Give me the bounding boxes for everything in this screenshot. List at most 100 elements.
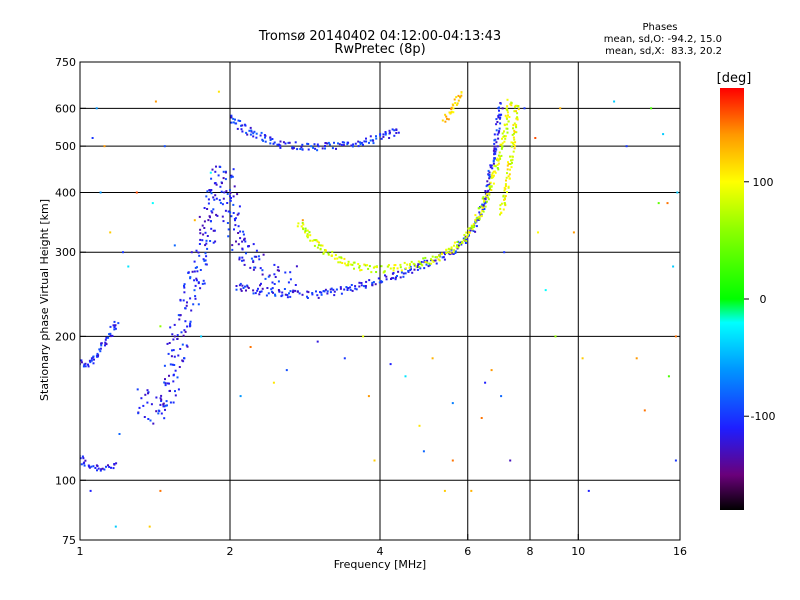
echo-point bbox=[182, 334, 185, 337]
scattered-echo-point bbox=[114, 525, 117, 528]
echo-point bbox=[213, 198, 216, 201]
echo-point bbox=[392, 277, 395, 280]
echo-point bbox=[229, 211, 232, 214]
chart-title-line2: RwPretec (8p) bbox=[334, 42, 425, 57]
echo-point bbox=[498, 106, 501, 109]
echo-point bbox=[499, 213, 501, 216]
echo-point bbox=[232, 195, 235, 198]
scattered-echo-point bbox=[544, 289, 547, 292]
echo-point bbox=[100, 342, 103, 345]
echo-point bbox=[96, 352, 99, 355]
echo-point bbox=[264, 134, 267, 137]
echo-point bbox=[144, 393, 147, 396]
echo-point bbox=[349, 288, 352, 291]
echo-point bbox=[497, 131, 500, 134]
echo-point bbox=[238, 256, 241, 259]
echo-point bbox=[459, 243, 462, 246]
echo-point bbox=[316, 294, 319, 297]
echo-point bbox=[235, 288, 238, 291]
echo-point bbox=[98, 348, 101, 351]
echo-point bbox=[430, 262, 433, 265]
echo-point bbox=[471, 228, 474, 231]
scattered-echo-point bbox=[643, 409, 646, 412]
echo-point bbox=[516, 116, 519, 119]
echo-point bbox=[266, 287, 269, 289]
echo-point bbox=[504, 137, 507, 140]
echo-point bbox=[503, 135, 506, 138]
echo-point bbox=[90, 465, 93, 468]
echo-point bbox=[480, 205, 483, 208]
echo-point bbox=[155, 396, 158, 399]
scattered-echo-point bbox=[554, 335, 557, 338]
echo-point bbox=[456, 241, 459, 243]
echo-point bbox=[499, 155, 501, 158]
echo-point bbox=[503, 124, 506, 127]
echo-point bbox=[115, 462, 118, 465]
echo-point bbox=[409, 265, 412, 268]
echo-point bbox=[283, 288, 286, 290]
echo-point bbox=[492, 170, 495, 173]
echo-point bbox=[221, 182, 223, 185]
echo-point bbox=[454, 102, 457, 104]
echo-point bbox=[513, 110, 516, 113]
echo-point bbox=[173, 355, 176, 358]
echo-point bbox=[247, 287, 250, 289]
echo-point bbox=[249, 133, 252, 136]
echo-point bbox=[232, 121, 235, 124]
echo-point bbox=[499, 204, 502, 207]
echo-point bbox=[291, 146, 294, 149]
echo-point bbox=[508, 173, 511, 176]
echo-point bbox=[347, 263, 350, 266]
echo-point bbox=[242, 259, 245, 262]
echo-point bbox=[399, 266, 402, 269]
echo-point bbox=[229, 189, 231, 192]
echo-point bbox=[337, 261, 340, 264]
echo-point bbox=[230, 116, 233, 119]
echo-point bbox=[363, 263, 366, 266]
echo-point bbox=[100, 468, 103, 471]
echo-point bbox=[242, 287, 245, 289]
echo-point bbox=[376, 266, 378, 269]
echo-point bbox=[507, 185, 510, 188]
echo-point bbox=[461, 240, 464, 243]
echo-point bbox=[506, 172, 508, 175]
scattered-echo-point bbox=[490, 369, 493, 372]
echo-point bbox=[146, 401, 149, 404]
echo-point bbox=[384, 274, 386, 277]
phase-stats-x: mean, sd,X: 83.3, 20.2 bbox=[605, 46, 722, 57]
echo-point bbox=[267, 275, 270, 278]
echo-point bbox=[481, 203, 484, 206]
echo-point bbox=[160, 400, 163, 402]
echo-point bbox=[204, 252, 207, 255]
scattered-echo-point bbox=[373, 459, 376, 462]
echo-point bbox=[250, 129, 253, 132]
echo-point bbox=[494, 152, 497, 155]
echo-point bbox=[212, 241, 215, 244]
echo-point bbox=[231, 175, 234, 178]
echo-point bbox=[434, 256, 437, 259]
echo-point bbox=[240, 124, 242, 127]
echo-point bbox=[162, 403, 165, 406]
echo-point bbox=[419, 267, 422, 270]
echo-point bbox=[406, 263, 409, 266]
echo-point bbox=[274, 276, 277, 278]
echo-point bbox=[278, 143, 280, 146]
echo-point bbox=[384, 132, 387, 135]
echo-point bbox=[246, 284, 249, 287]
echo-point bbox=[453, 241, 456, 244]
echo-point bbox=[187, 271, 190, 274]
echo-point bbox=[449, 112, 452, 115]
scattered-echo-point bbox=[173, 244, 176, 247]
echo-point bbox=[109, 335, 112, 338]
echo-point bbox=[169, 389, 171, 392]
echo-point bbox=[507, 161, 509, 164]
echo-point bbox=[316, 240, 319, 243]
echo-point bbox=[163, 405, 166, 408]
echo-point bbox=[506, 117, 508, 120]
echo-point bbox=[455, 96, 458, 99]
echo-point bbox=[326, 290, 329, 293]
echo-point bbox=[174, 390, 176, 393]
echo-point bbox=[514, 131, 516, 134]
echo-point bbox=[335, 147, 337, 150]
echo-point bbox=[486, 184, 489, 187]
